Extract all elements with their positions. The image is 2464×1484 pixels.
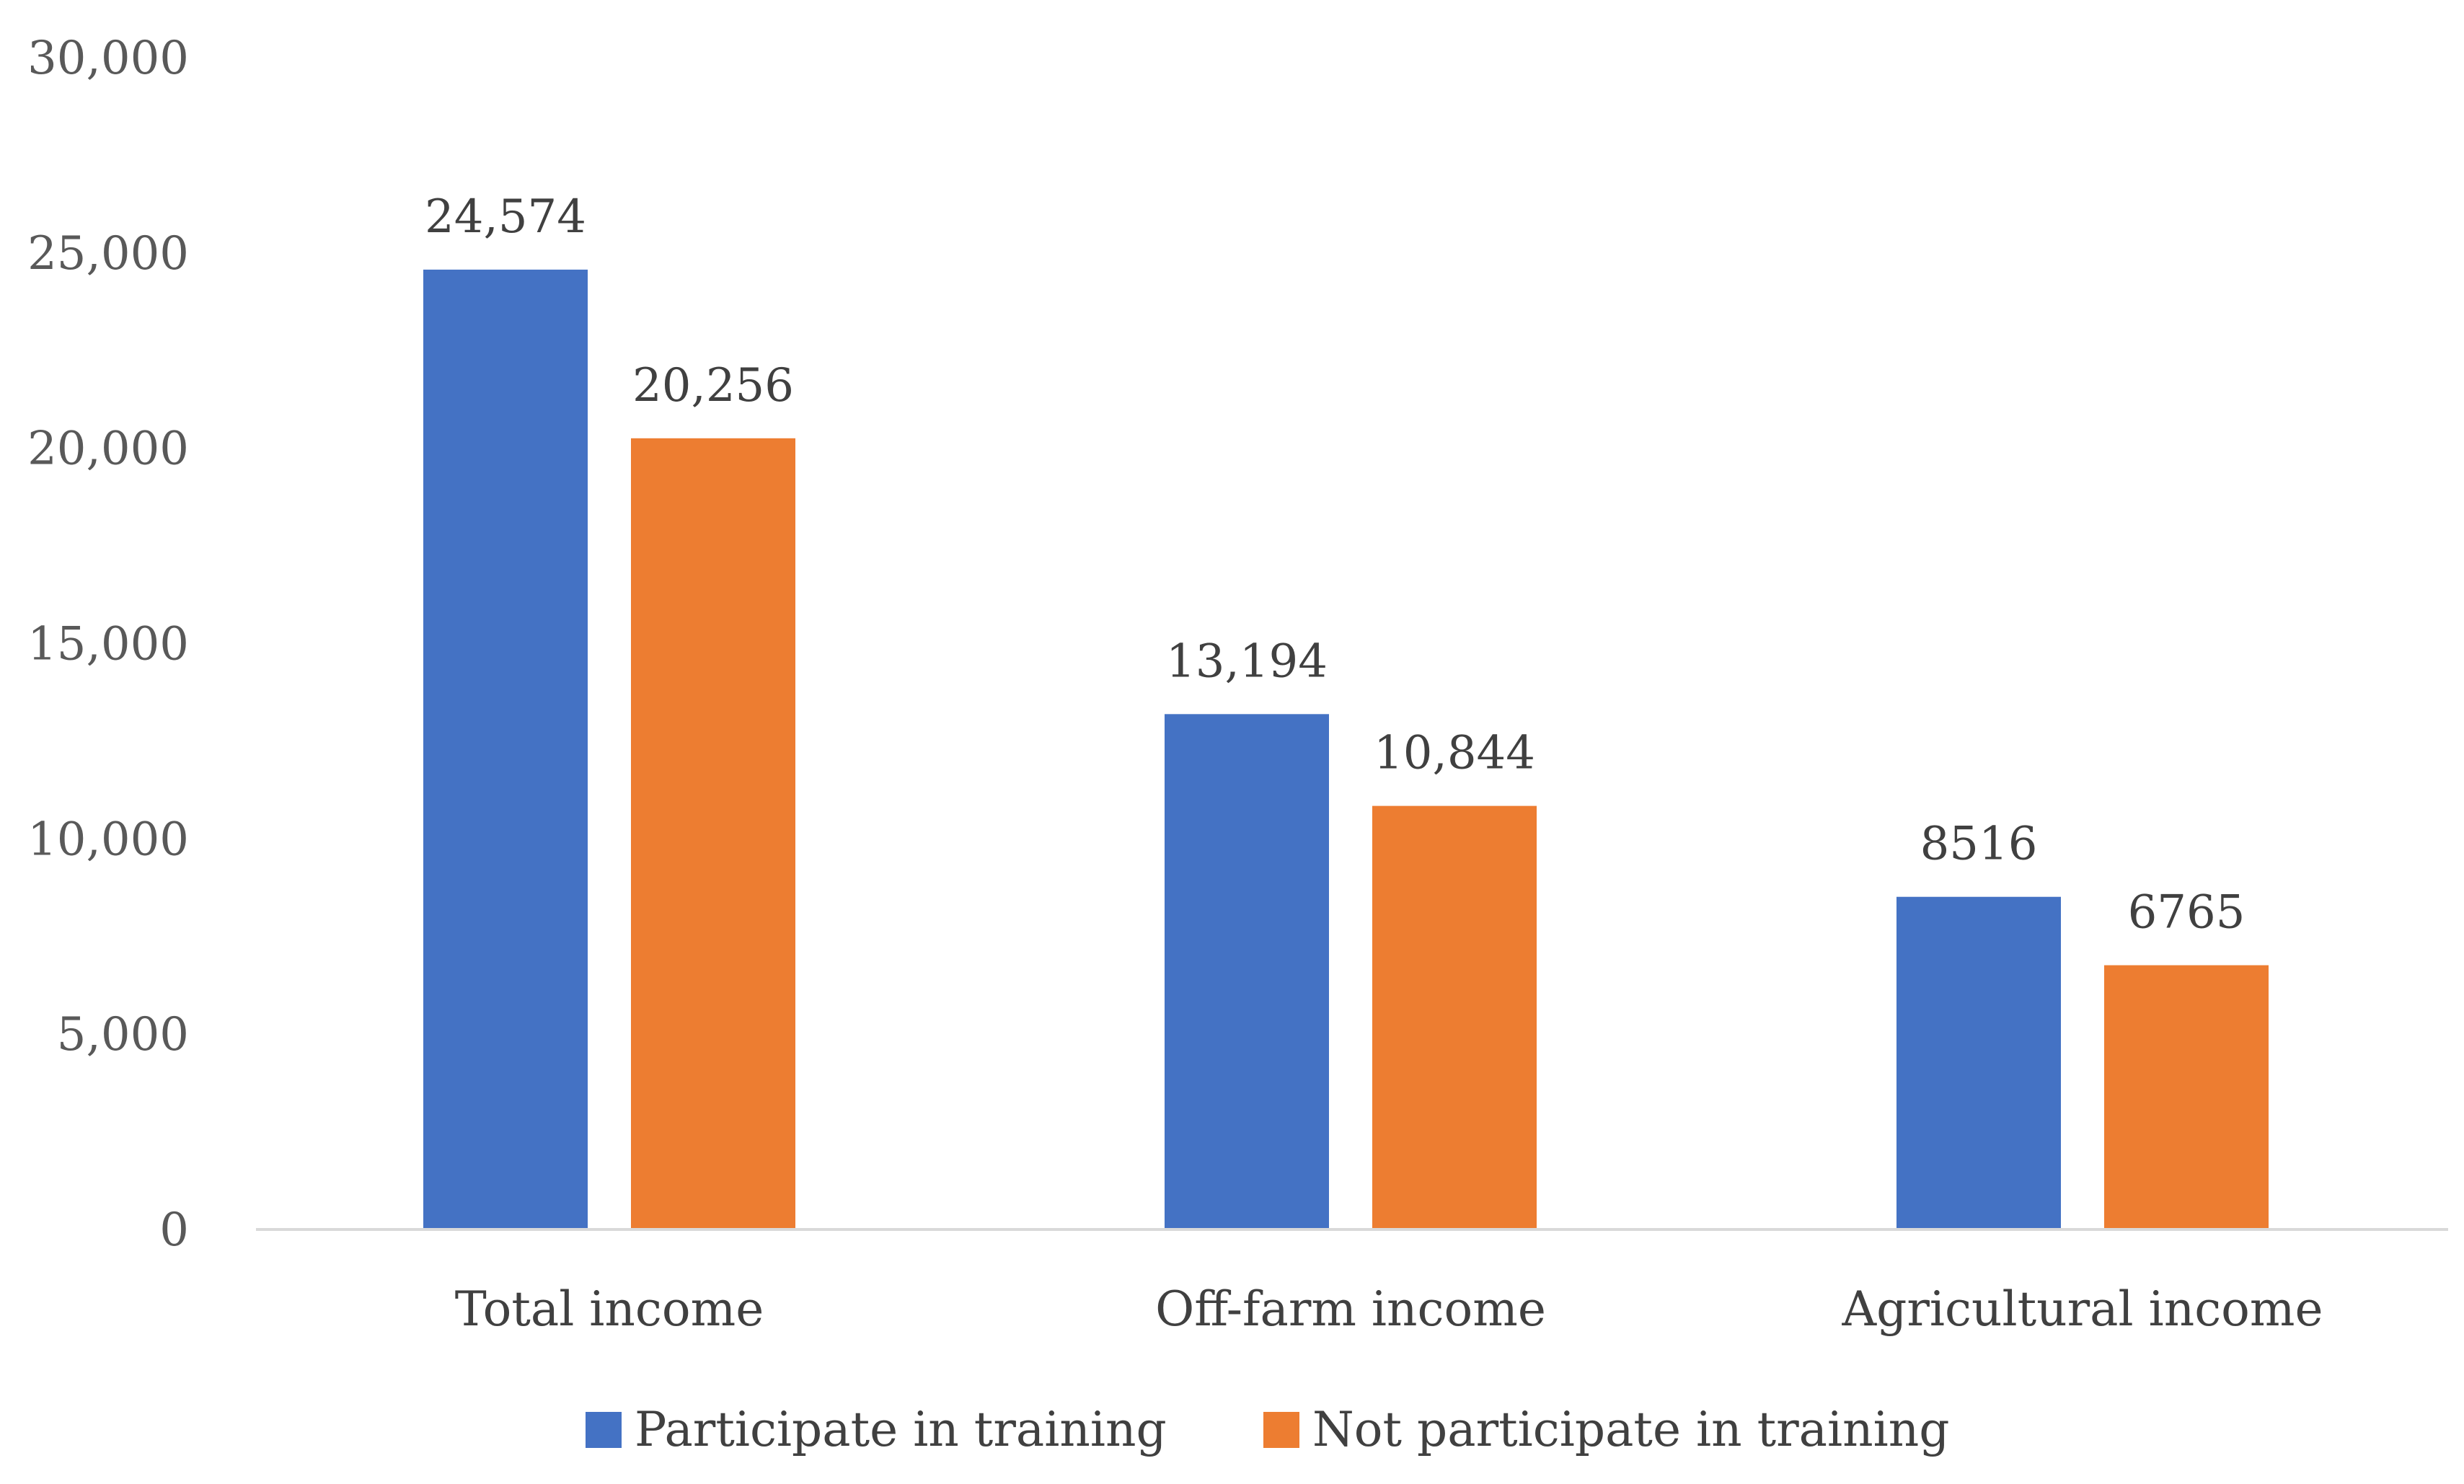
legend-item: Not participate in training <box>1263 1402 1950 1457</box>
y-tick-label: 30,000 <box>27 32 189 85</box>
y-axis-ticks: 0 5,000 10,000 15,000 20,000 25,000 30,000 <box>27 32 189 1257</box>
data-label: 6765 <box>2128 886 2246 940</box>
bar <box>1896 896 2061 1229</box>
data-label: 20,256 <box>632 359 794 412</box>
bar <box>1165 714 1329 1229</box>
legend-item: Participate in training <box>586 1402 1167 1457</box>
data-label: 24,574 <box>425 190 586 244</box>
data-label: 10,844 <box>1374 727 1535 780</box>
y-tick-label: 0 <box>159 1203 189 1257</box>
data-label: 8516 <box>1920 818 2038 871</box>
y-tick-label: 25,000 <box>27 227 189 281</box>
bar <box>423 269 588 1229</box>
legend: Participate in training Not participate i… <box>586 1402 1950 1457</box>
data-labels: 24,574 20,256 13,194 10,844 8516 6765 <box>425 190 2245 940</box>
x-tick-label: Agricultural income <box>1841 1281 2323 1337</box>
bar <box>631 438 795 1229</box>
y-tick-label: 10,000 <box>27 813 189 866</box>
bars <box>423 269 2269 1229</box>
legend-label: Participate in training <box>635 1402 1167 1457</box>
x-axis-category-labels: Total income Off-farm income Agricultural … <box>455 1281 2323 1337</box>
bar <box>2104 965 2269 1229</box>
bar <box>1372 805 1537 1229</box>
y-tick-label: 15,000 <box>27 618 189 671</box>
legend-swatch <box>1263 1412 1299 1448</box>
x-tick-label: Total income <box>455 1281 764 1337</box>
data-label: 13,194 <box>1166 635 1328 688</box>
y-tick-label: 20,000 <box>27 423 189 476</box>
y-tick-label: 5,000 <box>57 1008 189 1061</box>
legend-swatch <box>586 1412 622 1448</box>
x-tick-label: Off-farm income <box>1155 1281 1546 1337</box>
legend-label: Not participate in training <box>1312 1402 1950 1457</box>
